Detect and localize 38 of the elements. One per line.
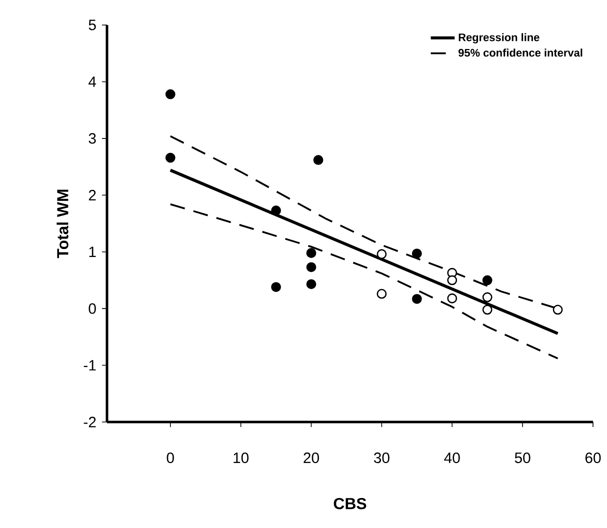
x-tick-label: 30 <box>374 452 390 464</box>
y-axis-title: Total WM <box>56 190 68 258</box>
y-tick-label: 2 <box>88 190 96 200</box>
legend-label: Regression line <box>458 33 540 44</box>
y-tick-label: 1 <box>89 246 96 257</box>
x-tick-label: 0 <box>166 452 174 464</box>
point <box>376 249 387 260</box>
x-tick-label: 50 <box>514 452 530 464</box>
line-series <box>169 203 559 360</box>
point <box>447 293 458 304</box>
y-tick-label: -2 <box>84 416 96 428</box>
legend-label: 95% confidence interval <box>458 48 582 57</box>
point <box>412 294 422 304</box>
point <box>306 248 316 258</box>
point <box>552 304 563 315</box>
point <box>376 288 387 299</box>
y-tick-label: 0 <box>88 303 96 314</box>
point <box>165 89 176 100</box>
x-axis-title: CBS <box>334 498 366 510</box>
y-tick-label: 4 <box>88 76 96 87</box>
point <box>306 279 316 290</box>
point <box>306 262 316 272</box>
x-tick-label: 20 <box>304 452 319 464</box>
point <box>313 155 324 165</box>
y-tick-label: -1 <box>84 360 96 370</box>
point <box>271 282 281 292</box>
point <box>482 304 492 315</box>
x-tick-label: 10 <box>234 452 249 464</box>
x-tick-label: 40 <box>444 452 460 464</box>
point <box>482 292 492 302</box>
point <box>482 275 492 286</box>
y-tick-label: 5 <box>88 20 96 30</box>
y-tick-label: 3 <box>88 133 96 144</box>
point <box>447 275 458 286</box>
x-tick-label: 60 <box>585 452 601 464</box>
point <box>165 152 176 163</box>
point <box>271 206 281 216</box>
point <box>412 248 422 259</box>
